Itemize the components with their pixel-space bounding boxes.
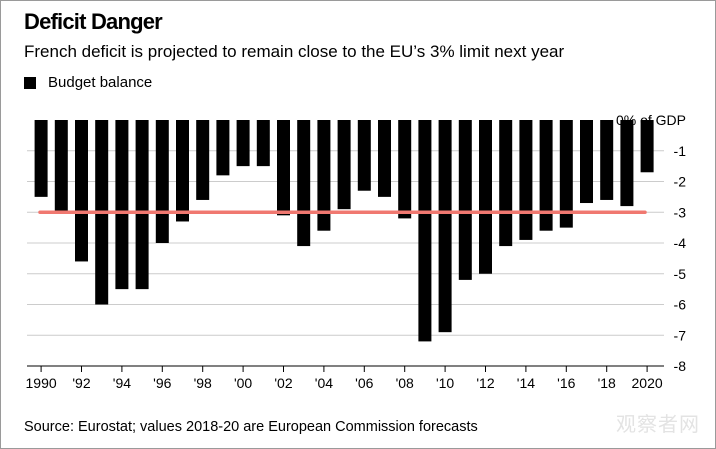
y-tick-label: -4 [674, 235, 687, 251]
x-tick-label: '08 [396, 375, 414, 391]
bar [317, 120, 331, 231]
bar [75, 120, 88, 262]
bar [580, 120, 593, 204]
bar [620, 120, 634, 207]
bar [458, 120, 472, 280]
bar [297, 120, 311, 247]
x-tick-label: '02 [274, 375, 292, 391]
bar [499, 120, 513, 247]
bar [398, 120, 412, 219]
x-tick-label: '10 [436, 375, 454, 391]
bar [378, 120, 391, 197]
x-tick-label: '18 [598, 375, 616, 391]
legend-label: Budget balance [48, 74, 153, 91]
chart-title: Deficit Danger [24, 9, 163, 34]
source-note: Source: Eurostat; values 2018-20 are Eur… [24, 419, 478, 435]
chart-subtitle: French deficit is projected to remain cl… [24, 42, 565, 61]
bar [539, 120, 553, 231]
bar [418, 120, 432, 342]
x-tick-label: '94 [113, 375, 131, 391]
x-tick-label: '14 [517, 375, 535, 391]
x-tick-label: '16 [557, 375, 575, 391]
legend: Budget balance [24, 74, 152, 91]
x-tick-label: '00 [234, 375, 252, 391]
bar [216, 120, 230, 176]
bar [256, 120, 270, 167]
bar [640, 120, 654, 173]
bar [600, 120, 614, 200]
x-tick-label: '06 [355, 375, 373, 391]
y-tick-label: -7 [674, 327, 687, 343]
y-tick-label: -8 [674, 358, 687, 374]
x-tick-label: '96 [153, 375, 171, 391]
x-tick-label: '92 [72, 375, 90, 391]
bar [438, 120, 452, 333]
x-tick-label: 1990 [26, 375, 57, 391]
bar [155, 120, 169, 243]
watermark: 观察者网 [616, 414, 700, 436]
bar [34, 120, 48, 197]
bar [54, 120, 68, 213]
x-tick-label: '04 [315, 375, 333, 391]
bar [559, 120, 573, 228]
bar [115, 120, 129, 290]
bar [135, 120, 149, 290]
y-tick-label: -1 [674, 143, 687, 159]
x-tick-label: '12 [476, 375, 494, 391]
bar [357, 120, 371, 191]
y-tick-label: -6 [674, 297, 687, 313]
bar [176, 120, 189, 222]
bar [196, 120, 210, 200]
bar [479, 120, 492, 274]
bar [337, 120, 351, 210]
bar [236, 120, 250, 167]
x-tick-label: '98 [194, 375, 212, 391]
y-tick-label: -5 [674, 266, 687, 282]
bar [277, 120, 290, 216]
bar [519, 120, 533, 240]
x-tick-label: 2020 [632, 375, 663, 391]
y-tick-label: -2 [674, 174, 687, 190]
y-tick-label: -3 [674, 204, 687, 220]
legend-swatch [24, 76, 36, 89]
